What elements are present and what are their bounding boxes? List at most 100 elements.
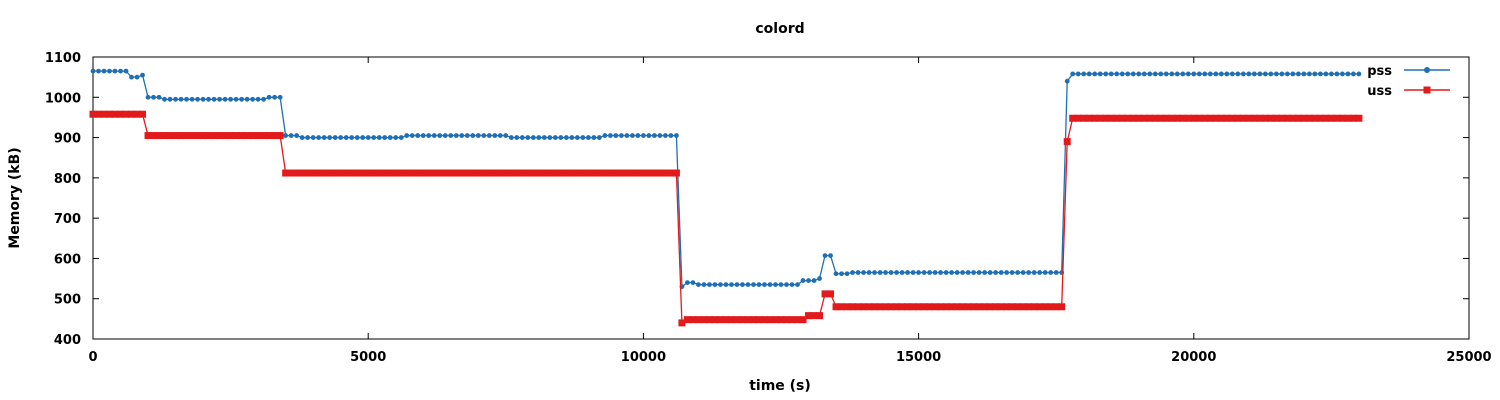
series-pss-point [1097, 71, 1103, 77]
series-uss-point [364, 169, 372, 177]
series-uss-point [1091, 114, 1099, 122]
series-uss-point [970, 303, 978, 311]
series-pss-point [1262, 71, 1268, 77]
series-pss-point [442, 133, 448, 138]
y-tick-label: 500 [54, 293, 81, 308]
series-uss-point [188, 132, 196, 140]
series-uss-point [871, 303, 879, 311]
series-pss-point [459, 133, 465, 138]
series-pss-point [250, 96, 256, 102]
series-pss-point [1218, 71, 1224, 77]
series-uss-point [788, 316, 796, 324]
series-uss-point [667, 169, 675, 177]
series-uss-point [1173, 114, 1181, 122]
series-pss-point [233, 96, 239, 102]
series-pss-point [921, 270, 927, 275]
series-uss-point [1294, 114, 1302, 122]
series-uss-point [821, 290, 829, 298]
series-uss-point [177, 132, 185, 140]
series-pss-point [558, 135, 564, 140]
series-pss-point [833, 271, 839, 277]
series-pss-point [184, 96, 189, 102]
series-uss-point [326, 169, 334, 177]
series-pss-point [784, 282, 789, 288]
x-tick-label: 0 [88, 350, 97, 365]
series-uss-point [678, 319, 686, 327]
series-pss-point [1251, 71, 1257, 77]
series-uss-point [238, 132, 246, 140]
series-pss-point [239, 96, 245, 102]
series-uss-point [408, 169, 416, 177]
series-uss-point [1041, 303, 1049, 311]
series-pss-point [624, 133, 630, 138]
series-pss-point [905, 270, 910, 275]
series-pss-point [101, 68, 107, 74]
series-uss-point [474, 169, 482, 177]
series-pss-point [1191, 71, 1197, 77]
series-pss-point [723, 282, 729, 288]
series-pss-point [343, 135, 349, 140]
series-pss-point [872, 270, 877, 275]
series-uss-point [1118, 114, 1126, 122]
series-uss-point [1245, 114, 1253, 122]
series-uss-point [634, 169, 642, 177]
series-pss-point [1147, 71, 1153, 77]
series-uss-point [271, 132, 279, 140]
series-uss-point [111, 110, 119, 118]
series-uss-point [128, 110, 136, 118]
series-uss-point [100, 110, 108, 118]
series-pss-point [574, 135, 580, 140]
series-uss-point [672, 169, 680, 177]
series-uss-point [705, 316, 713, 324]
series-uss-point [463, 169, 471, 177]
series-pss-point [1207, 71, 1213, 77]
series-uss-point [1327, 114, 1335, 122]
series-pss-point [332, 135, 338, 140]
series-uss-point [628, 169, 636, 177]
legend-label-uss: uss [1367, 84, 1392, 99]
series-uss-point [1212, 114, 1220, 122]
series-uss-point [425, 169, 433, 177]
y-tick-label: 700 [54, 212, 81, 227]
series-pss-point [729, 282, 734, 288]
series-uss-point [458, 169, 466, 177]
series-uss-point [997, 303, 1005, 311]
series-pss-point [646, 133, 652, 138]
series-uss-point [810, 312, 818, 320]
series-pss-point [1290, 71, 1296, 77]
series-pss-point [982, 270, 988, 275]
series-uss-point [95, 110, 103, 118]
series-pss-point [255, 96, 261, 102]
series-pss-point [965, 270, 971, 275]
series-pss [90, 68, 1362, 290]
series-uss-point [1080, 114, 1088, 122]
series-pss-point [90, 68, 96, 74]
series-uss-point [1250, 114, 1258, 122]
series-uss-point [1333, 114, 1341, 122]
series-pss-point [712, 282, 718, 288]
series-uss-point [738, 316, 746, 324]
series-uss-point [1305, 114, 1313, 122]
series-pss-point [1323, 71, 1329, 77]
series-pss-point [1301, 71, 1307, 77]
series-uss-point [205, 132, 213, 140]
series-pss-point [1284, 71, 1290, 77]
series-uss-point [733, 316, 741, 324]
series-uss-point [590, 169, 598, 177]
series-uss-point [386, 169, 394, 177]
series-uss-point [469, 169, 477, 177]
series-uss-point [860, 303, 868, 311]
series-uss-point [1344, 114, 1352, 122]
series-uss-point [117, 110, 125, 118]
series-pss-point [129, 74, 134, 80]
series-uss-point [964, 303, 972, 311]
series-uss-point [1223, 114, 1231, 122]
series-uss-point [722, 316, 730, 324]
series-pss-point [486, 133, 492, 138]
series-uss-point [265, 132, 273, 140]
series-pss-point [591, 135, 597, 140]
y-axis: 400 500 600 700 800 900 1000 1100 [45, 51, 1469, 348]
series-pss-point [1163, 71, 1169, 77]
series-pss-point [541, 135, 547, 140]
series-uss-point [827, 290, 835, 298]
